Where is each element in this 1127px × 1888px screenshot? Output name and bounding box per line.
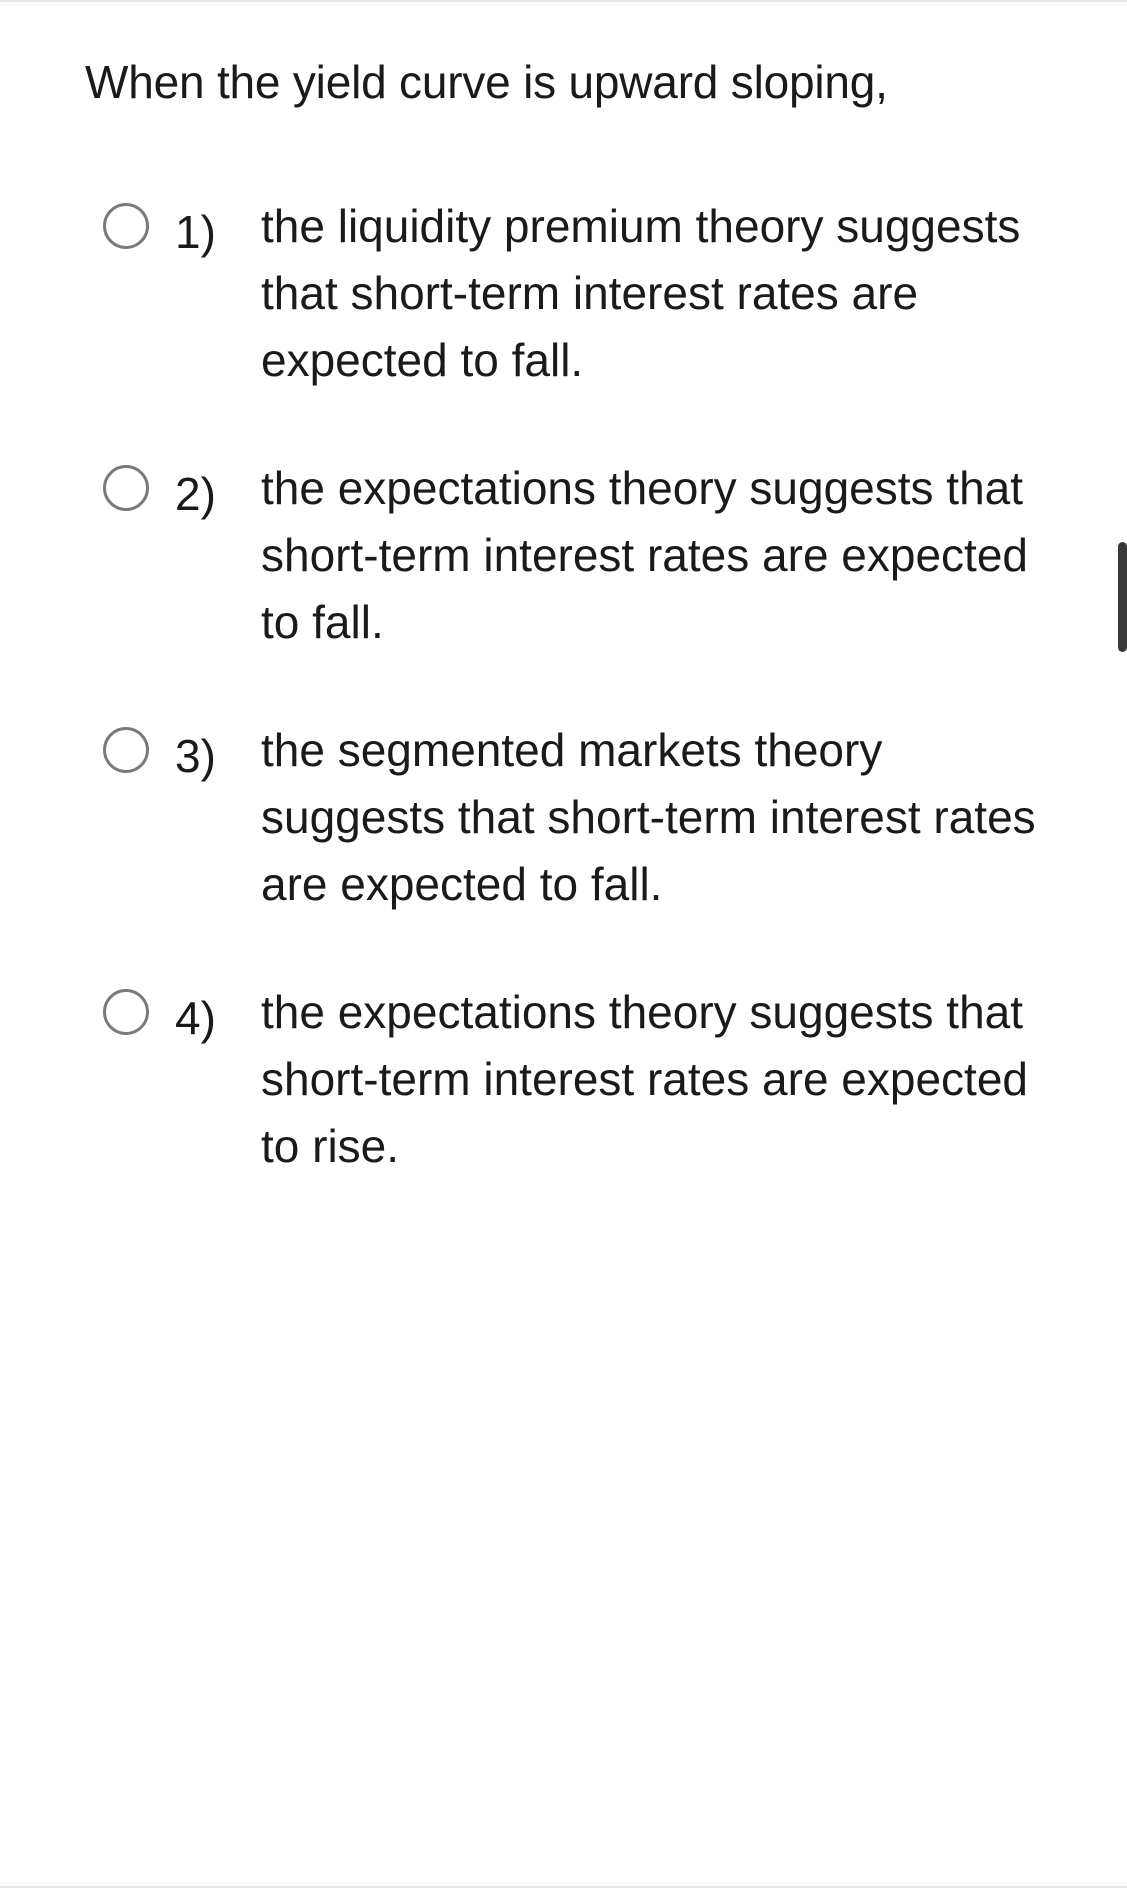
- scrollbar-thumb[interactable]: [1118, 542, 1127, 652]
- option-text-1: the liquidity premium theory suggests th…: [261, 193, 1042, 393]
- option-number-2: 2): [175, 455, 235, 528]
- options-list: 1) the liquidity premium theory suggests…: [85, 193, 1042, 1179]
- option-number-3: 3): [175, 717, 235, 790]
- option-number-4: 4): [175, 979, 235, 1052]
- option-row-3[interactable]: 3) the segmented markets theory suggests…: [103, 717, 1042, 917]
- radio-button-4[interactable]: [103, 989, 149, 1035]
- radio-button-3[interactable]: [103, 727, 149, 773]
- option-number-1: 1): [175, 193, 235, 266]
- option-row-4[interactable]: 4) the expectations theory suggests that…: [103, 979, 1042, 1179]
- radio-button-1[interactable]: [103, 203, 149, 249]
- option-row-1[interactable]: 1) the liquidity premium theory suggests…: [103, 193, 1042, 393]
- option-text-3: the segmented markets theory suggests th…: [261, 717, 1042, 917]
- question-prompt: When the yield curve is upward sloping,: [85, 47, 1042, 118]
- option-row-2[interactable]: 2) the expectations theory suggests that…: [103, 455, 1042, 655]
- option-text-4: the expectations theory suggests that sh…: [261, 979, 1042, 1179]
- radio-button-2[interactable]: [103, 465, 149, 511]
- option-text-2: the expectations theory suggests that sh…: [261, 455, 1042, 655]
- question-container: When the yield curve is upward sloping, …: [0, 2, 1127, 1225]
